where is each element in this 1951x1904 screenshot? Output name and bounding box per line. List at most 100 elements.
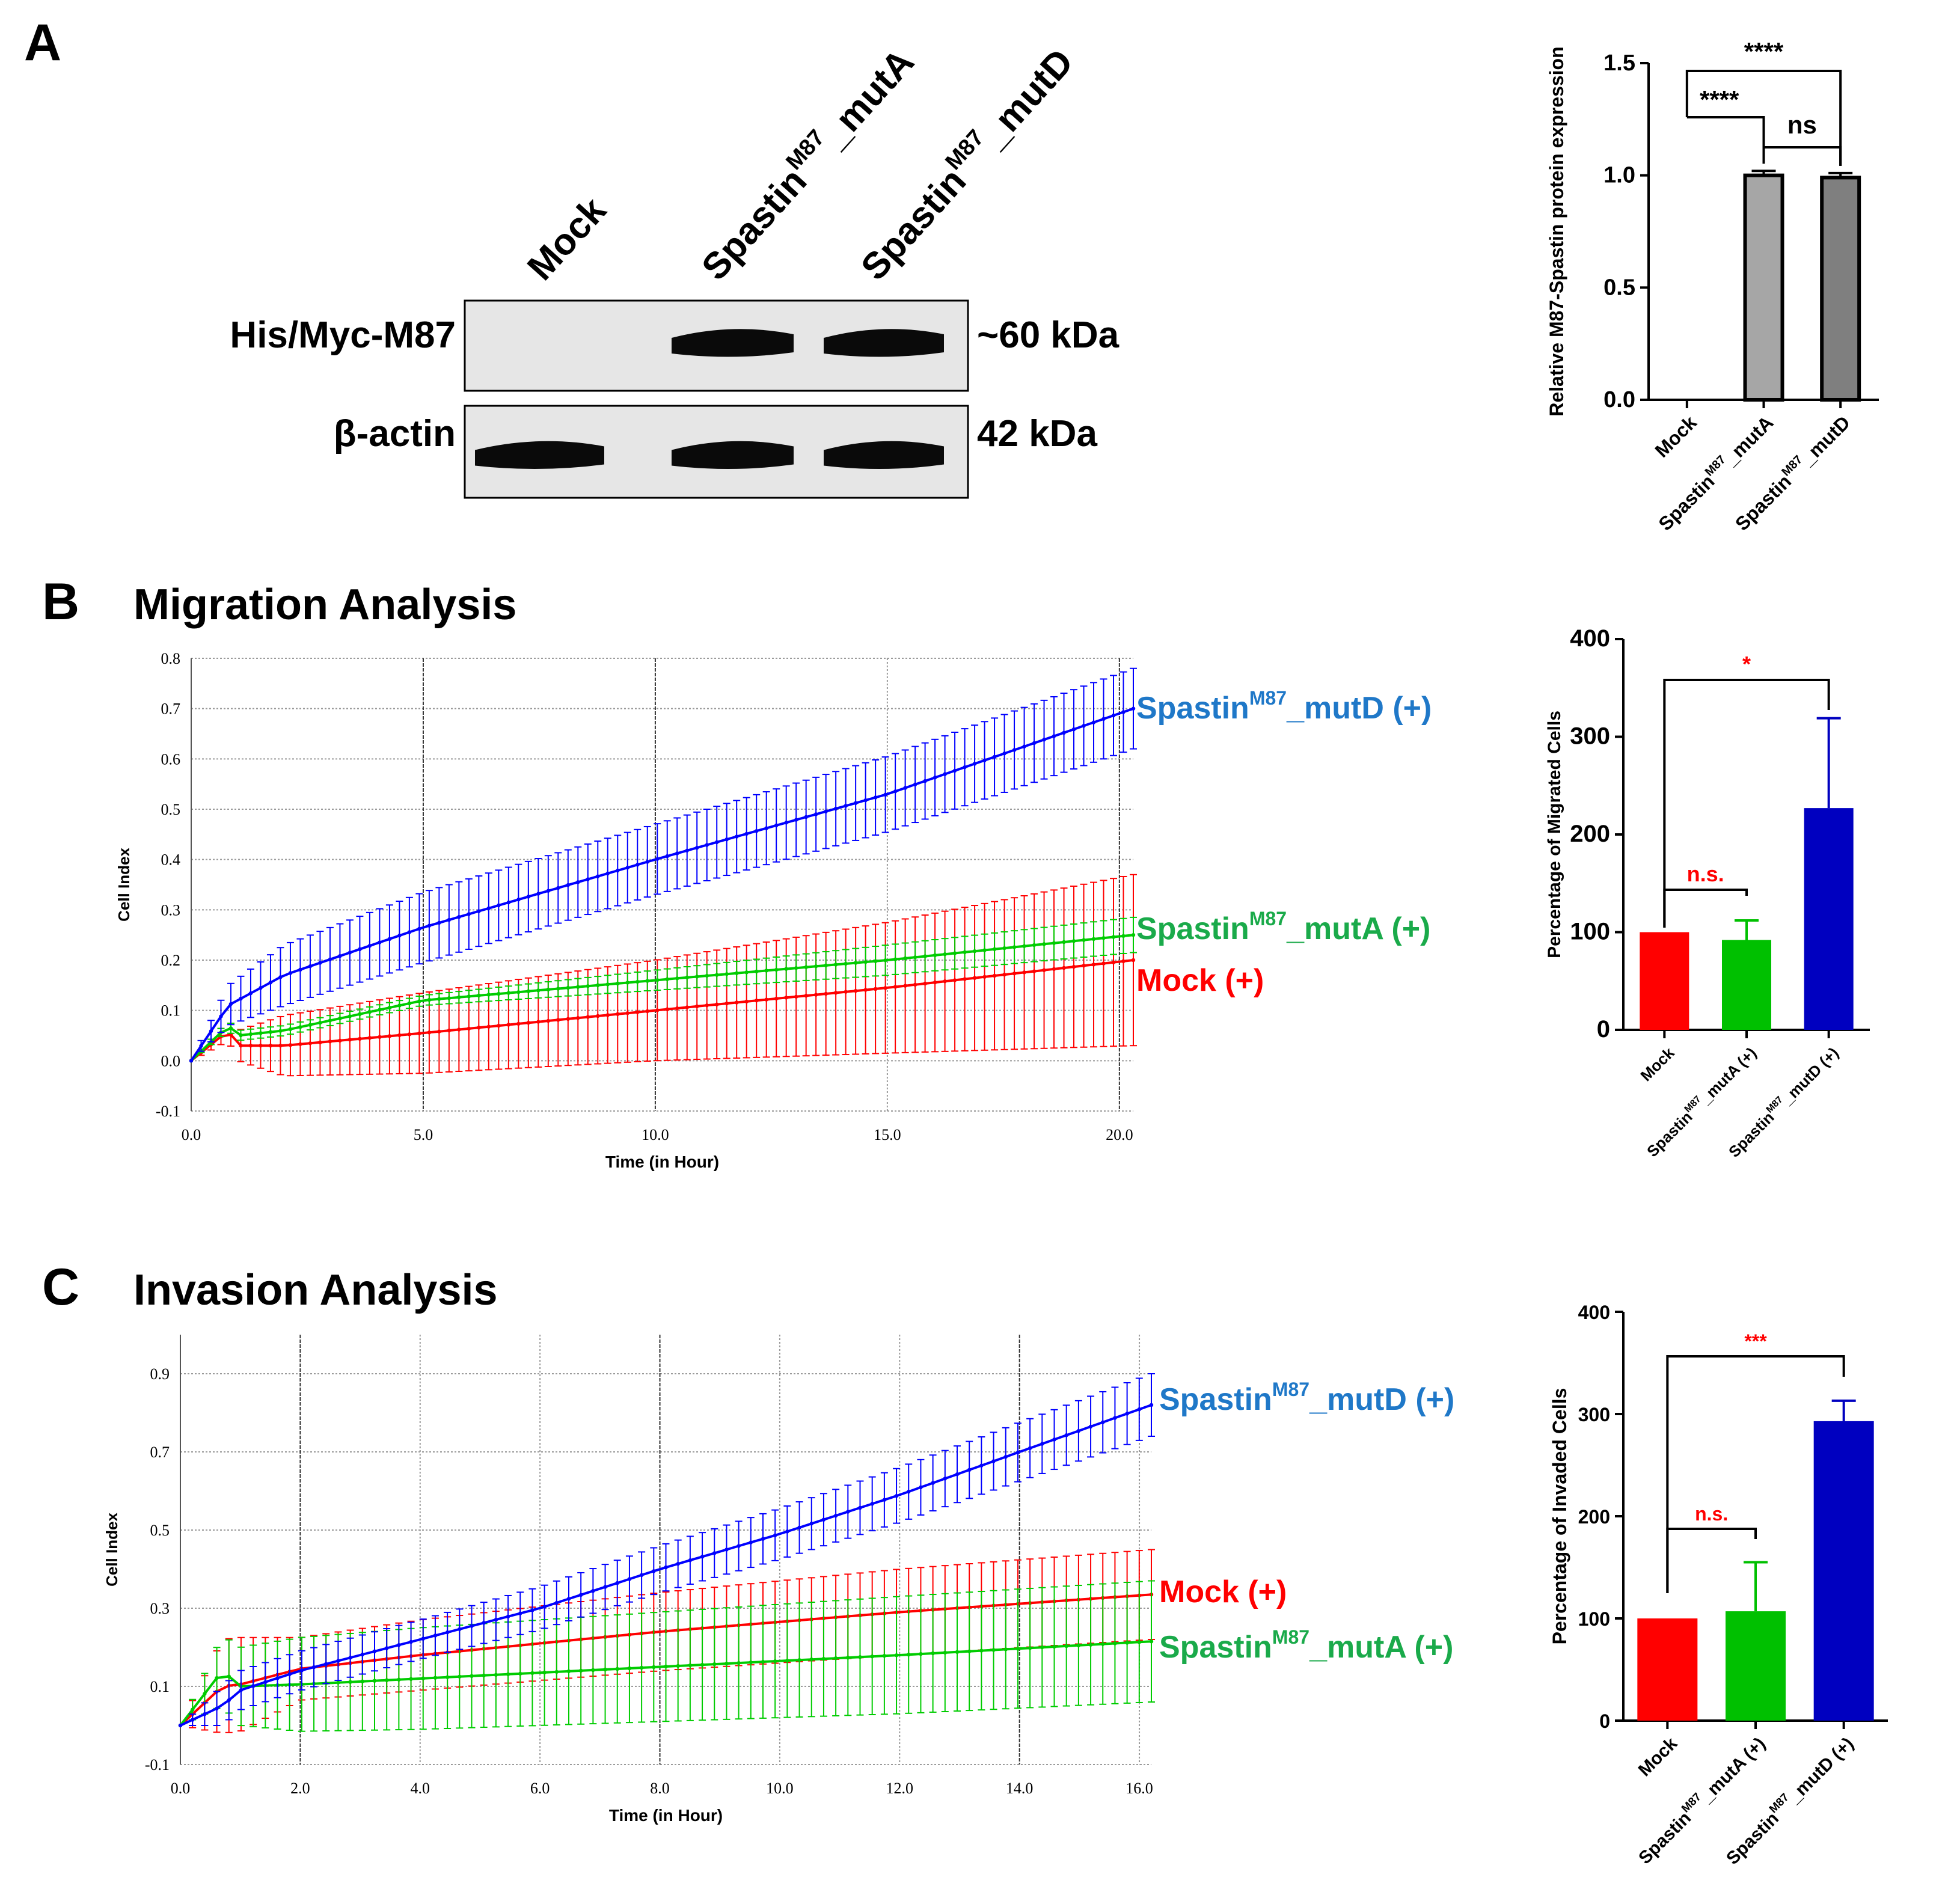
data-point (943, 1477, 948, 1481)
data-point (358, 1036, 362, 1041)
x-tick-label: 10.0 (642, 1126, 669, 1143)
y-tick-label: 0 (1597, 1016, 1610, 1042)
x-tick-label: 5.0 (414, 1126, 433, 1143)
data-point (348, 1038, 352, 1042)
data-point (705, 843, 709, 847)
data-point (486, 906, 491, 910)
data-point (287, 1672, 292, 1676)
data-point (603, 1585, 607, 1589)
data-point (1101, 1642, 1105, 1646)
data-point (556, 886, 560, 890)
data-point (437, 920, 441, 925)
data-point (467, 912, 471, 916)
data-point (506, 1614, 510, 1619)
data-point (943, 979, 947, 984)
data-point (664, 1565, 668, 1570)
data-point (744, 970, 749, 975)
data-point (797, 1658, 801, 1662)
series-label-sup: M87 (1249, 908, 1287, 929)
data-point (1052, 967, 1056, 972)
x-category-label-suffix: _mutA (1720, 411, 1778, 470)
data-point (482, 1621, 486, 1625)
data-point (761, 1659, 765, 1664)
data-point (288, 971, 293, 975)
data-point (794, 966, 798, 970)
data-point (1064, 1433, 1068, 1437)
data-point (785, 1658, 789, 1663)
data-point (556, 987, 560, 991)
data-point (625, 865, 629, 870)
data-point (1088, 1424, 1093, 1429)
data-point (278, 1029, 283, 1033)
data-point (863, 988, 868, 992)
data-point (239, 996, 243, 1001)
data-point (417, 1031, 421, 1036)
data-point (724, 972, 729, 976)
data-point (1040, 1442, 1044, 1446)
x-category-label-base: Spastin (1723, 1808, 1783, 1869)
data-point (360, 1679, 365, 1683)
x-category-label-base: Spastin (1643, 1108, 1696, 1161)
data-point (578, 1593, 583, 1597)
panel-b-migrated-cells-bar-chart: 0 100 200 300 400 Percentage of Migrated Cell… (1545, 625, 1870, 1161)
blot-lane-label-suffix: _mutA (813, 41, 922, 155)
data-point (190, 1718, 195, 1722)
x-category-label-suffix: _mutA (+) (1696, 1044, 1760, 1108)
data-point (655, 1008, 660, 1012)
data-point (554, 1670, 559, 1674)
data-point (318, 1040, 322, 1045)
data-point (421, 1676, 425, 1680)
data-point (833, 1513, 838, 1518)
data-point (952, 951, 957, 955)
data-point (952, 768, 957, 773)
data-point (893, 985, 898, 989)
data-point (470, 1624, 474, 1628)
data-point (477, 909, 481, 913)
significance-label: **** (1700, 85, 1739, 114)
y-tick-label: 0 (1599, 1710, 1610, 1732)
data-point (518, 1671, 522, 1676)
bar (1813, 1421, 1874, 1721)
data-point (324, 1662, 328, 1667)
series-label: SpastinM87_mutD (+) (1159, 1379, 1454, 1417)
data-point (833, 963, 838, 967)
data-point (1012, 972, 1017, 976)
data-point (596, 874, 600, 878)
panel-b-migration-line-chart: -0.10.00.10.20.30.40.50.60.70.80.0 5.0 10.… (115, 650, 1432, 1171)
data-point (991, 1459, 996, 1463)
significance-bracket (1663, 889, 1748, 928)
data-point (447, 917, 452, 922)
data-point (774, 996, 779, 1001)
data-point (794, 818, 798, 822)
significance-label: ns (1787, 111, 1817, 139)
data-point (227, 1698, 231, 1703)
data-point (605, 871, 610, 876)
y-tick-label: 0.2 (161, 952, 181, 969)
x-tick-label: 10.0 (766, 1780, 794, 1797)
data-point (348, 950, 352, 955)
data-point (992, 947, 997, 951)
panel-letter-a: A (24, 14, 61, 72)
data-point (358, 1012, 362, 1017)
data-point (1121, 934, 1126, 938)
data-point (437, 1029, 441, 1033)
data-point (616, 1012, 620, 1016)
data-point (833, 991, 838, 995)
y-tick-label: 0.7 (161, 700, 181, 718)
data-point (259, 1031, 263, 1035)
data-point (1082, 724, 1086, 728)
data-point (275, 1676, 280, 1680)
significance-bracket (1663, 679, 1830, 928)
y-tick-label: 200 (1570, 821, 1610, 847)
data-point (299, 1668, 304, 1673)
data-point (1131, 958, 1136, 963)
data-point (676, 1561, 680, 1566)
y-tick-label: 300 (1578, 1404, 1610, 1425)
data-point (178, 1723, 183, 1728)
series-label: Mock (+) (1136, 963, 1264, 998)
data-point (870, 1502, 874, 1506)
data-point (308, 1023, 313, 1027)
data-point (586, 984, 590, 988)
series-label-suffix: _mutD (+) (1286, 691, 1432, 726)
